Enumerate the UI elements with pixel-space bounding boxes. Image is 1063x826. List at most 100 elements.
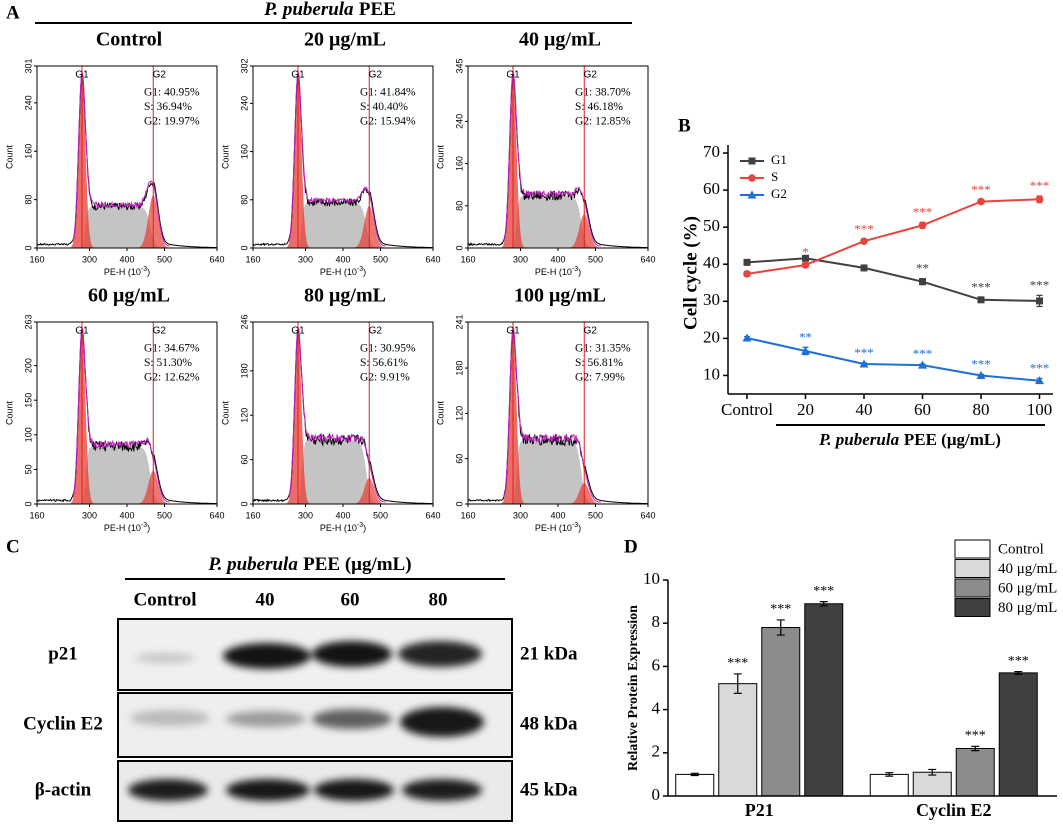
- x-tick-label: 100: [1027, 400, 1053, 419]
- data-point: [859, 359, 869, 368]
- blot-header-rest: PEE (μg/mL): [303, 554, 411, 575]
- legend-label: 80 μg/mL: [998, 600, 1057, 616]
- y-tick-label: 120: [454, 406, 464, 421]
- series-line: [746, 257, 1040, 302]
- y-tick-label: 120: [239, 408, 249, 423]
- y-tick-label: 100: [23, 427, 33, 442]
- y-tick-label: 0: [23, 245, 33, 250]
- x-axis-label-rest: PEE (μg/mL): [904, 430, 1001, 449]
- y-tick-label: 80: [454, 201, 464, 211]
- panel-a-header: P. puberula PEE: [263, 0, 396, 20]
- x-axis-label-exp: -3: [357, 266, 363, 273]
- peak-label: G2: [369, 70, 383, 81]
- x-tick-label: 300: [82, 510, 97, 520]
- bar: [912, 771, 952, 797]
- error-bar: [971, 745, 980, 752]
- phase-stat: S: 36.94%: [144, 101, 192, 113]
- y-tick-label: 241: [454, 314, 464, 329]
- phase-stat: G1: 41.84%: [360, 87, 416, 99]
- data-point: [802, 254, 809, 262]
- significance-label: ***: [971, 356, 991, 371]
- x-axis-label-end: ): [578, 267, 581, 277]
- legend-swatch: [954, 559, 991, 578]
- x-tick-label: 300: [298, 510, 313, 520]
- phase-stat: G1: 30.95%: [360, 343, 416, 355]
- x-tick-label: 500: [373, 510, 388, 520]
- x-tick-label: 160: [29, 254, 44, 264]
- y-tick-label: 80: [239, 195, 249, 205]
- x-axis-label: PE-H (10-3): [104, 522, 150, 534]
- error-bar: [733, 673, 742, 694]
- y-tick-label: 0: [239, 501, 249, 506]
- x-tick-label: 160: [460, 510, 475, 520]
- y-tick-label: 180: [454, 361, 464, 376]
- data-point: [860, 237, 868, 246]
- y-tick-label: 0: [239, 245, 249, 250]
- phase-stat: G2: 12.62%: [144, 372, 200, 384]
- y-tick-label: 60: [454, 454, 464, 464]
- blot-bands: [128, 641, 484, 801]
- y-tick-label: 0: [23, 501, 33, 506]
- x-axis-label-exp: -3: [141, 266, 147, 273]
- x-tick-label: P21: [745, 800, 774, 820]
- x-axis-label-end: ): [147, 267, 150, 277]
- y-axis-label: Count: [220, 145, 230, 170]
- x-axis-label-end: ): [578, 523, 581, 533]
- phase-stat: G1: 40.95%: [144, 87, 200, 99]
- y-tick-label: 180: [239, 363, 249, 378]
- phase-stat: G1: 38.70%: [575, 87, 631, 99]
- y-tick-label: 6: [652, 655, 661, 674]
- histogram-outline: [467, 328, 648, 505]
- x-tick-label: 300: [82, 254, 97, 264]
- lane-label: 40: [256, 589, 275, 610]
- y-tick-label: 30: [703, 290, 720, 309]
- y-tick-label: 0: [454, 501, 464, 506]
- band: [223, 643, 311, 669]
- peak-label: G2: [584, 326, 598, 337]
- data-point: [743, 258, 751, 266]
- bar: [998, 672, 1038, 797]
- y-tick-label: 60: [239, 455, 249, 465]
- size-label: 45 kDa: [520, 779, 578, 800]
- phase-stat: S: 51.30%: [144, 357, 192, 369]
- band: [400, 707, 484, 737]
- error-bar: [690, 772, 699, 777]
- significance-label: **: [799, 329, 812, 344]
- data-point: [977, 296, 985, 304]
- significance-label: ***: [1030, 360, 1050, 375]
- y-tick-label: 0: [652, 785, 661, 804]
- lane-label: 80: [429, 589, 448, 610]
- bar: [761, 627, 801, 797]
- blot-images: [117, 618, 513, 822]
- x-tick-label: 160: [460, 254, 475, 264]
- legend-label: Control: [998, 541, 1044, 557]
- significance-label: ***: [813, 584, 834, 599]
- x-axis-label-exp: -3: [572, 522, 578, 529]
- x-axis-label-exp: -3: [141, 522, 147, 529]
- x-axis-label-exp: -3: [357, 522, 363, 529]
- protein-label: p21: [48, 643, 78, 664]
- lane-label: Control: [134, 589, 197, 610]
- x-axis-label-end: ): [147, 523, 150, 533]
- x-axis-label-main: PE-H (10: [104, 267, 141, 277]
- plot-title: Control: [96, 29, 163, 51]
- data-point: [918, 360, 927, 369]
- x-axis-label: PE-H (10-3): [535, 266, 581, 278]
- significance-label: ***: [854, 222, 874, 237]
- y-tick-label: 160: [239, 144, 249, 159]
- legend-swatch: [954, 598, 991, 617]
- y-axis-label: Count: [435, 401, 445, 426]
- x-axis-label-end: ): [363, 267, 366, 277]
- bar: [804, 603, 844, 797]
- legend-label: S: [771, 169, 778, 184]
- data-point: [976, 370, 986, 379]
- legend-marker: [747, 190, 757, 199]
- y-tick-label: 80: [23, 195, 33, 205]
- bar: [675, 773, 715, 797]
- x-tick-label: 500: [157, 510, 172, 520]
- legend-label: G1: [771, 152, 787, 167]
- data-point: [1035, 376, 1044, 385]
- y-axis-label: Relative Protein Expression: [626, 605, 641, 771]
- protein-label: β-actin: [35, 779, 92, 800]
